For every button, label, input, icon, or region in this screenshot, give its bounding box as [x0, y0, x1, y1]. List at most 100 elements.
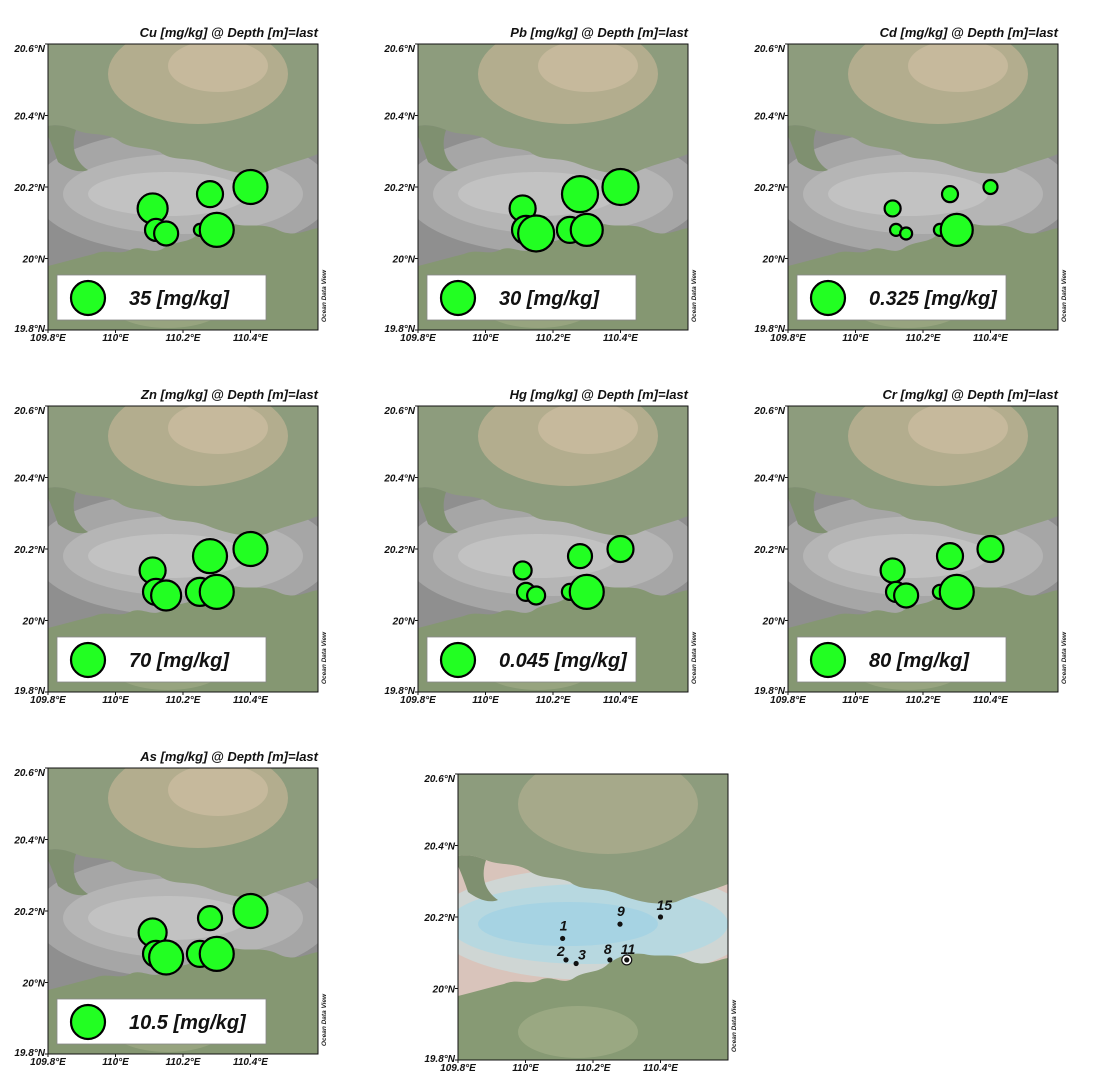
lat-tick-label: 20.2°N [753, 183, 785, 194]
lat-tick-label: 20.4°N [383, 474, 415, 485]
station-label: 8 [604, 941, 612, 957]
bubble-station-3 [153, 220, 180, 247]
lat-tick-label: 20.6°N [383, 44, 415, 55]
station-label: 9 [617, 903, 625, 919]
bubble-station-1 [879, 557, 906, 584]
ocean-data-view-credit: Ocean Data View [691, 269, 698, 322]
lat-tick-label: 20.4°N [13, 836, 45, 847]
legend-label: 10.5 [mg/kg] [129, 1012, 247, 1034]
lat-tick-label: 19.8°N [14, 686, 45, 697]
station-dot-8 [607, 957, 613, 963]
map-title: As [mg/kg] @ Depth [m]=last [139, 749, 318, 764]
lon-tick-label: 109.8°E [440, 1063, 476, 1074]
bubble-station-3 [899, 226, 914, 241]
lat-tick-label: 20.2°N [383, 545, 415, 556]
bubble-station-3 [517, 214, 556, 253]
lon-tick-label: 109.8°E [400, 333, 436, 344]
legend-label: 70 [mg/kg] [129, 650, 230, 672]
station-label: 1 [560, 917, 568, 933]
lat-tick-label: 20°N [392, 617, 416, 628]
lat-tick-label: 20.6°N [753, 406, 785, 417]
lon-tick-label: 110.2°E [166, 695, 201, 706]
lat-tick-label: 20.4°N [753, 474, 785, 485]
bubble-station-11 [938, 573, 975, 610]
map-title: Hg [mg/kg] @ Depth [m]=last [510, 387, 689, 402]
bubble-station-9 [935, 542, 965, 571]
lat-tick-label: 19.8°N [384, 686, 415, 697]
legend-box: 80 [mg/kg] [796, 636, 1007, 683]
lon-tick-label: 110.4°E [233, 333, 268, 344]
map-title: Pb [mg/kg] @ Depth [m]=last [510, 25, 688, 40]
lat-tick-label: 20.6°N [13, 768, 45, 779]
legend-bubble [809, 279, 847, 317]
legend-bubble [809, 641, 847, 679]
lat-tick-label: 19.8°N [424, 1054, 455, 1065]
legend-bubble [69, 1003, 107, 1041]
ocean-data-view-credit: Ocean Data View [691, 631, 698, 684]
lat-tick-label: 20.6°N [383, 406, 415, 417]
bubble-station-15 [232, 892, 269, 930]
lon-tick-label: 109.8°E [770, 695, 806, 706]
bubble-station-1 [883, 199, 902, 218]
legend-bubble [439, 641, 477, 679]
bubble-layer [138, 530, 269, 612]
bubble-station-1 [512, 560, 533, 581]
lon-tick-label: 109.8°E [30, 695, 66, 706]
bubble-layer [883, 178, 999, 247]
bubble-station-9 [560, 175, 600, 214]
lon-tick-label: 110.4°E [643, 1063, 678, 1074]
lat-tick-label: 20.6°N [423, 774, 455, 785]
bubble-station-9 [196, 905, 224, 932]
station-layer: 1 2 3 8 9 11 15 [556, 897, 673, 967]
bubble-station-3 [526, 585, 547, 606]
bubble-station-9 [566, 543, 594, 570]
lat-tick-label: 20.2°N [423, 913, 455, 924]
lat-tick-label: 20°N [762, 255, 786, 266]
bubble-layer [137, 892, 269, 976]
lat-tick-label: 20.6°N [13, 44, 45, 55]
ocean-data-view-credit: Ocean Data View [1061, 269, 1068, 322]
lon-tick-label: 110.2°E [906, 695, 941, 706]
bubble-station-9 [195, 180, 225, 209]
legend-label: 30 [mg/kg] [499, 288, 600, 310]
lon-tick-label: 109.8°E [30, 333, 66, 344]
lon-tick-label: 110.2°E [906, 333, 941, 344]
lon-tick-label: 110.4°E [603, 695, 638, 706]
map-title: Cr [mg/kg] @ Depth [m]=last [882, 387, 1058, 402]
ocean-data-view-credit: Ocean Data View [731, 999, 738, 1052]
legend-bubble [439, 279, 477, 317]
station-dot-1 [560, 935, 566, 942]
map-panel-hg: Hg [mg/kg] @ Depth [m]=last 0.045 [mg/kg]… [370, 362, 740, 724]
lon-tick-label: 110.2°E [536, 333, 571, 344]
bubble-layer [512, 534, 635, 610]
lat-tick-label: 19.8°N [14, 1048, 45, 1059]
lat-tick-label: 20.4°N [13, 112, 45, 123]
bubble-station-11 [568, 573, 605, 610]
bubble-station-3 [150, 579, 183, 612]
lat-tick-label: 20°N [432, 985, 456, 996]
lat-tick-label: 20°N [762, 617, 786, 628]
lon-tick-label: 109.8°E [400, 695, 436, 706]
map-panel-pb: Pb [mg/kg] @ Depth [m]=last 30 [mg/kg] 20.… [370, 0, 740, 362]
lon-tick-label: 110.2°E [536, 695, 571, 706]
legend-box: 10.5 [mg/kg] [56, 998, 267, 1045]
lat-tick-label: 20.4°N [13, 474, 45, 485]
legend-box: 70 [mg/kg] [56, 636, 267, 683]
lat-tick-label: 20.6°N [13, 406, 45, 417]
bubble-station-3 [893, 582, 920, 609]
lon-tick-label: 110°E [472, 695, 499, 706]
lon-tick-label: 110.4°E [603, 333, 638, 344]
station-dot-15 [657, 914, 664, 920]
map-panel-cr: Cr [mg/kg] @ Depth [m]=last 80 [mg/kg] 20.… [740, 362, 1110, 724]
lon-tick-label: 110°E [842, 695, 869, 706]
station-label: 15 [657, 897, 673, 913]
bubble-station-9 [191, 538, 229, 575]
bubble-station-15 [232, 168, 269, 206]
ocean-data-view-credit: Ocean Data View [321, 631, 328, 684]
bubble-station-9 [940, 185, 960, 204]
legend-label: 35 [mg/kg] [129, 288, 230, 310]
lat-tick-label: 20.4°N [383, 112, 415, 123]
lon-tick-label: 110°E [102, 695, 129, 706]
legend-bubble [69, 279, 107, 317]
map-panel-cu: Cu [mg/kg] @ Depth [m]=last 35 [mg/kg] 20.… [0, 0, 370, 362]
